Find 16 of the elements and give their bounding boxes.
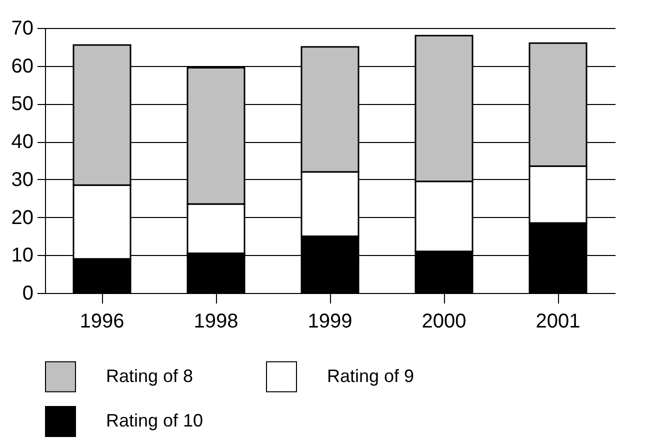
y-tick-label: 50 (11, 93, 34, 116)
y-tick-label: 10 (11, 244, 34, 267)
y-tick-label: 20 (11, 206, 34, 229)
legend-label: Rating of 9 (327, 366, 414, 386)
legend-label: Rating of 10 (106, 410, 204, 430)
x-tick-label: 2000 (422, 310, 466, 332)
x-tick-label: 1998 (194, 310, 238, 332)
y-tick-label: 70 (11, 18, 34, 40)
y-tick-label: 40 (11, 131, 34, 154)
x-tick-label: 1996 (80, 310, 124, 332)
y-tick-label: 0 (22, 282, 34, 304)
x-tick-label: 1999 (308, 310, 352, 332)
x-tick-label: 2001 (536, 310, 580, 332)
legend-label: Rating of 8 (106, 366, 194, 386)
y-tick-label: 30 (11, 168, 34, 191)
y-tick-label: 60 (11, 55, 34, 78)
